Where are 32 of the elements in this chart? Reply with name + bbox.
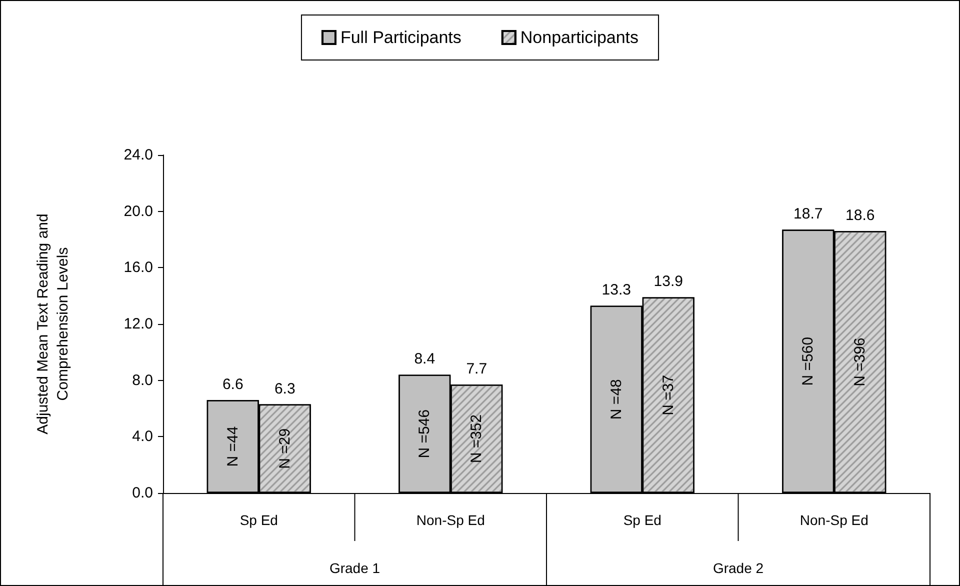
annotation: N =37 bbox=[660, 374, 677, 416]
data-label: 6.3 bbox=[274, 380, 296, 398]
data-label: 7.7 bbox=[466, 360, 488, 378]
data-label: 8.4 bbox=[414, 350, 436, 368]
data-label: 18.7 bbox=[794, 206, 823, 223]
text: Grade 1 bbox=[329, 560, 380, 576]
y-tick-label: 20.0 bbox=[124, 202, 153, 220]
x-tick-label: Sp Ed bbox=[240, 512, 278, 528]
annotation: N =29 bbox=[276, 428, 294, 469]
y-tick-label: 12.0 bbox=[124, 316, 153, 332]
annotation: N =48 bbox=[608, 379, 625, 420]
x-tick-label: Sp Ed bbox=[623, 512, 662, 528]
y-tick-label: 8.0 bbox=[132, 372, 153, 389]
annotation: N =352 bbox=[468, 414, 486, 464]
data-label: 18.6 bbox=[846, 207, 875, 224]
annotation: N =44 bbox=[224, 426, 242, 467]
data-label: 13.9 bbox=[654, 273, 683, 290]
legend-label: Full Participants bbox=[340, 28, 462, 47]
y-axis-title: Adjusted Mean Text Reading and Comprehension Levels bbox=[34, 214, 72, 434]
y-tick-label: 16.0 bbox=[124, 259, 153, 276]
x-tick-label: Non-Sp Ed bbox=[800, 512, 868, 528]
y-tick-label: 4.0 bbox=[132, 428, 153, 446]
y-tick-label: 24.0 bbox=[124, 146, 153, 164]
x-tick-label: Non-Sp Ed bbox=[416, 512, 485, 528]
annotation: N =546 bbox=[416, 409, 434, 458]
data-label: 13.3 bbox=[602, 282, 631, 299]
annotation: N =396 bbox=[852, 338, 869, 386]
text: Grade 2 bbox=[712, 560, 764, 576]
legend-label: Nonparticipants bbox=[520, 28, 639, 47]
y-tick-label: 0.0 bbox=[132, 484, 153, 502]
data-label: 6.6 bbox=[222, 376, 244, 394]
annotation: N =560 bbox=[800, 336, 817, 386]
